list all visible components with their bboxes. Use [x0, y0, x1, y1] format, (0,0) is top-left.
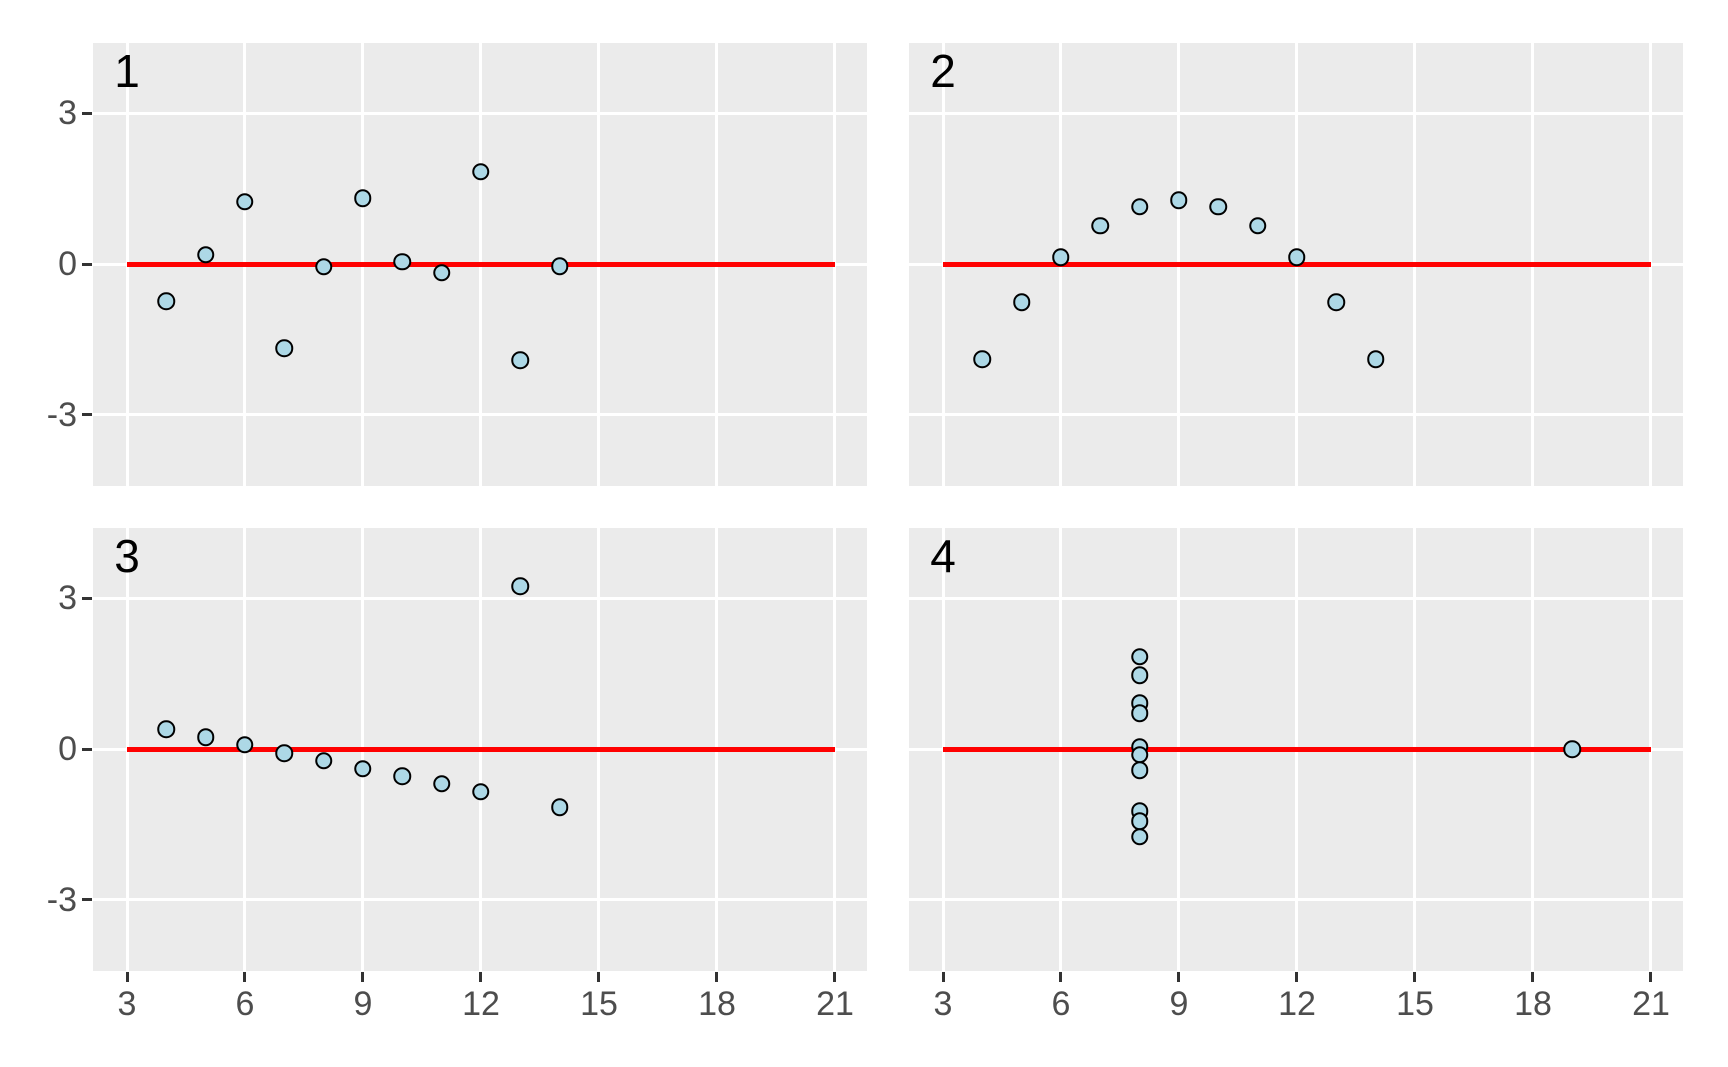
- facet-label: 2: [930, 44, 956, 97]
- gridline-horizontal: [909, 596, 1683, 600]
- data-point: [1563, 740, 1582, 758]
- data-point: [432, 774, 451, 793]
- x-tick-mark: [1295, 972, 1299, 982]
- data-point: [1209, 198, 1228, 216]
- x-tick-mark: [715, 972, 719, 982]
- x-tick-label: 15: [1396, 985, 1434, 1023]
- data-point: [275, 744, 294, 762]
- zero-reference-line: [943, 746, 1651, 752]
- x-tick-label: 18: [698, 985, 736, 1023]
- y-tick-label: 3: [58, 94, 77, 133]
- y-tick-mark: [82, 111, 92, 115]
- zero-reference-line: [127, 261, 835, 267]
- data-point: [1130, 647, 1149, 666]
- data-point: [196, 246, 215, 264]
- data-point: [393, 253, 412, 271]
- data-point: [1130, 761, 1149, 779]
- gridline-horizontal: [909, 111, 1683, 115]
- data-point: [1366, 350, 1385, 369]
- x-tick-label: 12: [462, 985, 500, 1023]
- data-point: [550, 257, 569, 275]
- data-point: [1091, 217, 1110, 235]
- data-point: [354, 759, 372, 778]
- x-tick-label: 18: [1514, 985, 1552, 1023]
- data-point: [1288, 248, 1306, 267]
- x-tick-mark: [1531, 972, 1535, 982]
- x-tick-label: 6: [235, 985, 255, 1023]
- y-tick-mark: [82, 747, 92, 751]
- zero-reference-line: [127, 746, 835, 752]
- facet-panel-3: 3: [93, 528, 867, 971]
- x-tick-mark: [941, 972, 945, 982]
- x-tick-label: 3: [117, 985, 137, 1023]
- data-point: [157, 720, 176, 739]
- gridline-horizontal: [909, 413, 1683, 416]
- x-tick-mark: [597, 972, 601, 982]
- y-tick-label: 3: [58, 579, 77, 618]
- data-point: [236, 193, 254, 211]
- x-tick-mark: [1059, 972, 1063, 982]
- x-tick-mark: [1177, 972, 1181, 982]
- x-tick-mark: [479, 972, 483, 982]
- y-tick-label: 0: [58, 730, 77, 768]
- gridline-horizontal: [93, 596, 867, 600]
- data-point: [511, 577, 530, 596]
- data-point: [1052, 248, 1070, 267]
- y-tick-mark: [82, 898, 92, 901]
- x-tick-mark: [833, 972, 837, 982]
- data-point: [1170, 191, 1188, 210]
- gridline-horizontal: [93, 111, 867, 115]
- gridline-horizontal: [93, 898, 867, 901]
- facet-label: 4: [930, 529, 956, 582]
- x-tick-mark: [1413, 972, 1417, 982]
- x-tick-label: 15: [580, 985, 618, 1023]
- x-tick-label: 6: [1051, 985, 1071, 1023]
- data-point: [314, 751, 333, 770]
- y-tick-mark: [82, 262, 92, 266]
- y-tick-label: 0: [58, 245, 77, 283]
- x-tick-mark: [243, 972, 247, 982]
- x-tick-label: 21: [1632, 985, 1670, 1023]
- x-tick-label: 3: [933, 985, 953, 1023]
- x-tick-label: 9: [353, 985, 373, 1023]
- y-tick-mark: [82, 596, 92, 600]
- data-point: [1327, 293, 1346, 311]
- facet-panel-2: 2: [909, 43, 1683, 486]
- data-point: [196, 728, 215, 747]
- data-point: [354, 189, 372, 208]
- y-tick-label: -3: [46, 395, 77, 434]
- data-point: [1130, 828, 1149, 846]
- data-point: [393, 767, 412, 785]
- data-point: [511, 351, 530, 370]
- y-tick-mark: [82, 413, 92, 416]
- x-tick-mark: [1649, 972, 1653, 982]
- data-point: [432, 263, 451, 282]
- x-tick-label: 12: [1278, 985, 1316, 1023]
- x-tick-mark: [361, 972, 365, 982]
- facet-panel-1: 1: [93, 43, 867, 486]
- data-point: [314, 257, 333, 276]
- data-point: [236, 736, 254, 754]
- data-point: [1130, 198, 1149, 216]
- x-tick-label: 21: [816, 985, 854, 1023]
- x-tick-label: 9: [1169, 985, 1189, 1023]
- data-point: [1248, 217, 1267, 235]
- gridline-horizontal: [93, 413, 867, 416]
- y-tick-label: -3: [46, 880, 77, 919]
- x-tick-mark: [125, 972, 129, 982]
- facet-label: 3: [114, 529, 140, 582]
- data-point: [973, 350, 992, 369]
- data-point: [1130, 704, 1149, 723]
- data-point: [550, 798, 569, 816]
- data-point: [472, 782, 490, 801]
- facet-label: 1: [114, 44, 140, 97]
- facet-panel-4: 4: [909, 528, 1683, 971]
- data-point: [157, 292, 176, 310]
- data-point: [1012, 293, 1031, 311]
- data-point: [1130, 666, 1149, 684]
- data-point: [472, 162, 490, 181]
- data-point: [275, 339, 294, 358]
- gridline-horizontal: [909, 898, 1683, 901]
